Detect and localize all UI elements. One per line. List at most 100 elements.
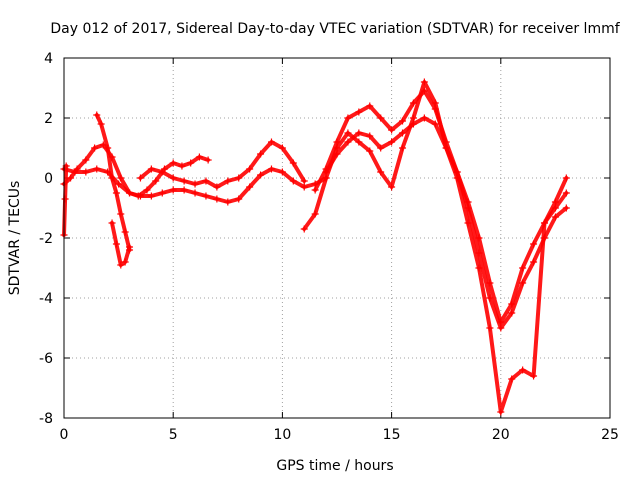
data-point xyxy=(246,165,254,173)
data-point xyxy=(61,195,69,203)
grid-lines xyxy=(64,58,610,418)
series-track xyxy=(313,89,569,330)
data-point xyxy=(180,177,188,185)
data-point xyxy=(117,261,125,269)
data-point xyxy=(431,120,439,128)
x-axis-label: GPS time / hours xyxy=(276,458,393,474)
data-point xyxy=(97,120,105,128)
data-point xyxy=(344,138,352,146)
data-point xyxy=(235,195,243,203)
data-point xyxy=(442,144,450,152)
data-point xyxy=(399,117,407,125)
data-point xyxy=(344,129,352,137)
data-point xyxy=(453,168,461,176)
y-tick-label: 0 xyxy=(44,171,53,187)
data-point xyxy=(562,204,570,212)
data-point xyxy=(420,114,428,122)
data-point xyxy=(82,168,90,176)
data-point xyxy=(147,165,155,173)
y-tick-label: -2 xyxy=(39,231,53,247)
series-4 xyxy=(60,165,330,206)
data-point xyxy=(158,168,166,176)
data-point xyxy=(420,78,428,86)
data-point xyxy=(117,210,125,218)
data-point xyxy=(152,177,160,185)
data-point xyxy=(551,213,559,221)
data-point xyxy=(213,183,221,191)
data-point xyxy=(300,177,308,185)
data-point xyxy=(91,144,99,152)
x-tick-label: 5 xyxy=(169,427,178,443)
data-point xyxy=(143,186,151,194)
data-point xyxy=(562,189,570,197)
data-point xyxy=(409,99,417,107)
data-point xyxy=(82,156,90,164)
data-point xyxy=(388,126,396,134)
x-tick-label: 20 xyxy=(492,427,510,443)
data-point xyxy=(486,279,494,287)
data-point xyxy=(377,168,385,176)
x-tick-label: 25 xyxy=(601,427,619,443)
data-point xyxy=(180,186,188,194)
series-8 xyxy=(322,114,570,326)
series-track xyxy=(94,113,132,252)
data-point xyxy=(187,159,195,167)
series-9 xyxy=(60,162,70,239)
data-point xyxy=(366,132,374,140)
data-point xyxy=(93,111,101,119)
data-point xyxy=(388,183,396,191)
y-tick-label: 2 xyxy=(44,111,53,127)
data-point xyxy=(289,177,297,185)
y-tick-label: -4 xyxy=(39,291,53,307)
data-point xyxy=(191,180,199,188)
data-point xyxy=(530,240,538,248)
data-point xyxy=(333,138,341,146)
data-point xyxy=(464,198,472,206)
data-point xyxy=(104,144,112,152)
data-point xyxy=(366,102,374,110)
data-point xyxy=(191,189,199,197)
data-point xyxy=(136,174,144,182)
data-point xyxy=(562,174,570,182)
data-point xyxy=(333,150,341,158)
data-point xyxy=(377,144,385,152)
data-point xyxy=(93,165,101,173)
series-5 xyxy=(136,138,308,191)
x-tick-label: 0 xyxy=(60,427,69,443)
data-point xyxy=(399,129,407,137)
data-point xyxy=(377,114,385,122)
data-point xyxy=(399,144,407,152)
data-point xyxy=(530,372,538,380)
data-point xyxy=(121,228,129,236)
data-point xyxy=(202,177,210,185)
data-point xyxy=(267,165,275,173)
x-tick-label: 15 xyxy=(383,427,401,443)
data-point xyxy=(115,180,123,188)
data-point xyxy=(322,174,330,182)
data-point xyxy=(71,168,79,176)
data-point xyxy=(388,138,396,146)
data-point xyxy=(311,210,319,218)
data-point xyxy=(278,168,286,176)
data-point xyxy=(136,192,144,200)
data-point xyxy=(289,159,297,167)
data-point xyxy=(311,186,319,194)
data-point xyxy=(112,189,120,197)
data-point xyxy=(497,324,505,332)
data-point xyxy=(246,183,254,191)
data-point xyxy=(108,219,116,227)
data-point xyxy=(235,174,243,182)
data-point xyxy=(257,171,265,179)
x-tick-label: 10 xyxy=(273,427,291,443)
data-point xyxy=(300,183,308,191)
data-point xyxy=(169,186,177,194)
data-point xyxy=(519,279,527,287)
data-point xyxy=(551,198,559,206)
data-point xyxy=(366,147,374,155)
data-point xyxy=(112,240,120,248)
data-point xyxy=(147,192,155,200)
data-point xyxy=(497,318,505,326)
data-point xyxy=(540,234,548,242)
data-point xyxy=(355,138,363,146)
data-point xyxy=(355,129,363,137)
